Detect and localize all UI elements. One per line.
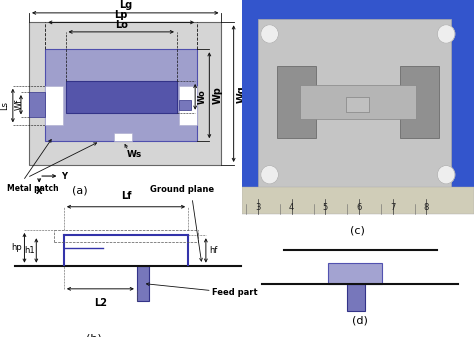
Text: Wf: Wf xyxy=(15,99,24,111)
Circle shape xyxy=(438,25,455,43)
Text: 6: 6 xyxy=(356,203,362,212)
Bar xyxy=(328,263,382,284)
Text: Ws: Ws xyxy=(127,150,142,159)
Circle shape xyxy=(261,25,278,43)
Text: h1: h1 xyxy=(25,246,35,255)
Text: (d): (d) xyxy=(352,316,368,326)
Text: Wp: Wp xyxy=(212,86,222,104)
Text: hf: hf xyxy=(209,246,217,255)
Bar xyxy=(242,0,474,214)
Text: Wo: Wo xyxy=(198,89,207,104)
Text: hp: hp xyxy=(11,243,21,252)
Bar xyxy=(29,92,45,117)
Bar xyxy=(400,65,439,138)
Text: Feed part: Feed part xyxy=(212,288,257,297)
Bar xyxy=(45,86,64,125)
Bar xyxy=(346,97,370,112)
Bar xyxy=(347,284,365,311)
Bar xyxy=(29,22,221,165)
Text: Lf: Lf xyxy=(121,191,131,202)
Bar xyxy=(242,187,474,214)
Text: 8: 8 xyxy=(424,203,429,212)
Text: Lp: Lp xyxy=(115,10,128,21)
Text: (c): (c) xyxy=(350,225,365,235)
Bar xyxy=(300,85,416,119)
Text: 3: 3 xyxy=(255,203,261,212)
Bar xyxy=(258,20,451,189)
Text: Metal patch: Metal patch xyxy=(7,184,58,193)
Bar xyxy=(137,266,149,301)
Text: (a): (a) xyxy=(72,186,88,195)
Text: 5: 5 xyxy=(323,203,328,212)
Bar xyxy=(277,65,316,138)
Text: L2: L2 xyxy=(94,298,107,308)
Text: Ground plane: Ground plane xyxy=(150,185,214,194)
Circle shape xyxy=(438,165,455,184)
Text: Lg: Lg xyxy=(118,0,132,10)
Text: X: X xyxy=(36,187,43,196)
Text: (b): (b) xyxy=(86,333,101,337)
Bar xyxy=(179,86,197,125)
Bar xyxy=(179,100,191,110)
Text: 7: 7 xyxy=(390,203,395,212)
Bar xyxy=(114,133,132,141)
Bar xyxy=(65,81,177,113)
Text: Wg: Wg xyxy=(237,85,246,102)
Bar xyxy=(45,49,197,141)
Text: Ls: Ls xyxy=(0,101,9,110)
Text: 4: 4 xyxy=(289,203,294,212)
Circle shape xyxy=(261,165,278,184)
Text: Lo: Lo xyxy=(115,20,128,30)
Text: Y: Y xyxy=(62,172,67,181)
